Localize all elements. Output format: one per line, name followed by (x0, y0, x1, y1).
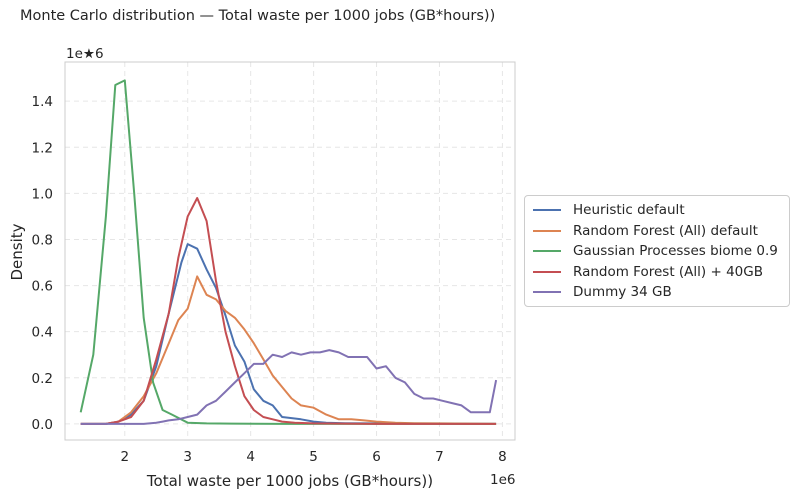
legend-label: Random Forest (All) + 40GB (573, 263, 763, 280)
y-tick-label: 1.0 (32, 186, 53, 202)
y-tick-label: 0.2 (32, 371, 53, 387)
x-tick-label: 5 (309, 449, 318, 465)
y-tick-label: 0.4 (32, 325, 53, 341)
series-lines (79, 79, 498, 425)
x-axis-ticks: 2 3 4 5 6 7 8 (120, 449, 506, 465)
legend-item: Dummy 34 GB (533, 282, 781, 303)
y-tick-label: 0.6 (32, 279, 53, 295)
x-tick-label: 7 (435, 449, 444, 465)
x-axis-label: Total waste per 1000 jobs (GB*hours)) (146, 472, 433, 490)
legend-label: Dummy 34 GB (573, 284, 672, 301)
chart-title: Monte Carlo distribution — Total waste p… (20, 8, 496, 24)
legend-swatch (533, 250, 561, 253)
legend-item: Random Forest (All) default (533, 221, 781, 242)
y-tick-label: 1.4 (32, 94, 53, 110)
y-tick-label: 0.8 (32, 232, 53, 248)
y-tick-label: 0.0 (32, 417, 53, 433)
x-tick-label: 4 (246, 449, 255, 465)
x-tick-label: 6 (372, 449, 381, 465)
series-line (79, 79, 497, 425)
legend-item: Gaussian Processes biome 0.9 (533, 241, 781, 262)
plot-frame (64, 61, 516, 441)
legend-item: Heuristic default (533, 200, 781, 221)
legend-swatch (533, 209, 561, 212)
chart-legend: Heuristic default Random Forest (All) def… (524, 195, 790, 307)
legend-label: Gaussian Processes biome 0.9 (573, 243, 778, 260)
series-line (80, 349, 498, 425)
legend-swatch (533, 229, 561, 232)
x-tick-label: 8 (498, 449, 507, 465)
y-axis-label: Density (8, 223, 26, 280)
y-tick-label: 1.2 (32, 140, 53, 156)
legend-swatch (533, 291, 561, 294)
legend-label: Heuristic default (573, 202, 685, 219)
series-line (80, 197, 497, 425)
x-tick-label: 3 (183, 449, 192, 465)
y-axis-offset-label: 1e★6 (66, 46, 104, 62)
legend-label: Random Forest (All) default (573, 222, 758, 239)
legend-swatch (533, 270, 561, 273)
y-axis-ticks: 0.0 0.2 0.4 0.6 0.8 1.0 1.2 1.4 (32, 94, 53, 433)
gridlines (65, 62, 515, 440)
legend-item: Random Forest (All) + 40GB (533, 262, 781, 283)
x-axis-offset-label: 1e6 (490, 472, 515, 488)
x-tick-label: 2 (120, 449, 129, 465)
